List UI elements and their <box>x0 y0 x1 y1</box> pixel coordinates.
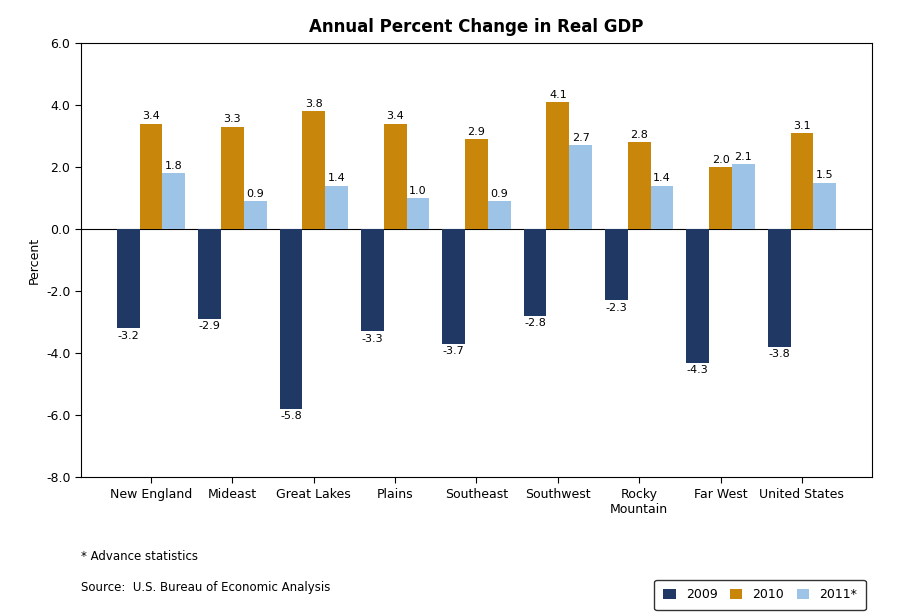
Legend: 2009, 2010, 2011*: 2009, 2010, 2011* <box>654 580 866 610</box>
Bar <box>406 198 430 229</box>
Text: -2.3: -2.3 <box>606 302 628 313</box>
Bar <box>198 229 221 319</box>
Text: -2.9: -2.9 <box>199 321 220 331</box>
Bar <box>569 145 592 229</box>
Text: -2.8: -2.8 <box>524 318 546 328</box>
Bar <box>488 201 511 229</box>
Bar <box>117 229 139 329</box>
Text: -3.7: -3.7 <box>443 346 465 356</box>
Text: 2.9: 2.9 <box>467 127 485 137</box>
Text: * Advance statistics: * Advance statistics <box>81 550 198 563</box>
Bar <box>768 229 790 347</box>
Text: 1.4: 1.4 <box>653 173 671 184</box>
Bar <box>163 173 185 229</box>
Bar <box>360 229 384 332</box>
Bar <box>523 229 547 316</box>
Text: 1.8: 1.8 <box>165 161 182 171</box>
Title: Annual Percent Change in Real GDP: Annual Percent Change in Real GDP <box>309 18 644 35</box>
Text: 2.1: 2.1 <box>734 152 752 162</box>
Text: 3.3: 3.3 <box>224 114 241 124</box>
Bar <box>325 185 348 229</box>
Bar <box>302 111 325 229</box>
Text: Source:  U.S. Bureau of Economic Analysis: Source: U.S. Bureau of Economic Analysis <box>81 581 330 594</box>
Text: -3.8: -3.8 <box>769 349 790 359</box>
Bar <box>244 201 267 229</box>
Text: 0.9: 0.9 <box>246 189 264 199</box>
Bar <box>547 102 569 229</box>
Bar <box>442 229 465 344</box>
Text: 0.9: 0.9 <box>490 189 508 199</box>
Bar <box>790 133 814 229</box>
Text: -3.3: -3.3 <box>361 334 383 344</box>
Text: -5.8: -5.8 <box>280 411 302 421</box>
Text: 2.8: 2.8 <box>630 130 648 140</box>
Text: 3.8: 3.8 <box>305 99 323 109</box>
Bar <box>221 127 244 229</box>
Text: 2.7: 2.7 <box>572 133 590 143</box>
Text: 1.5: 1.5 <box>816 170 833 181</box>
Text: -3.2: -3.2 <box>118 330 139 340</box>
Text: -4.3: -4.3 <box>687 365 708 375</box>
Text: 1.0: 1.0 <box>409 186 427 196</box>
Bar <box>628 142 651 229</box>
Text: 3.4: 3.4 <box>387 111 404 121</box>
Bar <box>709 167 732 229</box>
Text: 1.4: 1.4 <box>327 173 345 184</box>
Y-axis label: Percent: Percent <box>28 236 40 284</box>
Bar <box>651 185 673 229</box>
Bar <box>280 229 302 409</box>
Text: 3.4: 3.4 <box>142 111 160 121</box>
Text: 4.1: 4.1 <box>549 89 566 100</box>
Bar <box>465 139 488 229</box>
Bar <box>732 164 755 229</box>
Bar <box>686 229 709 362</box>
Bar <box>384 124 406 229</box>
Text: 2.0: 2.0 <box>712 155 729 165</box>
Text: 3.1: 3.1 <box>793 121 811 131</box>
Bar <box>605 229 628 300</box>
Bar <box>814 182 836 229</box>
Bar <box>139 124 163 229</box>
